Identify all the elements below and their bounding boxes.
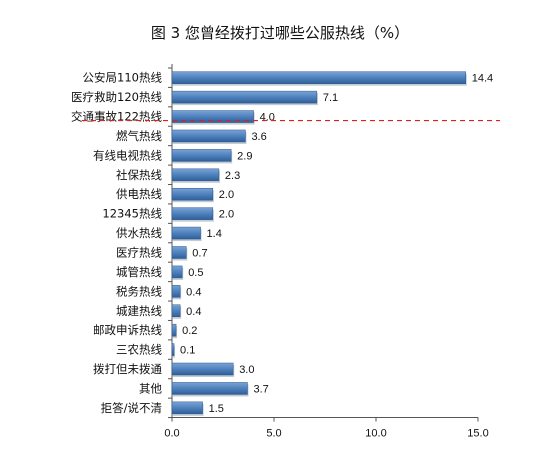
category-label: 12345热线 (102, 207, 162, 221)
category-label: 燃气热线 (116, 129, 162, 143)
category-label: 城管热线 (116, 265, 162, 279)
category-label: 拨打但未拨通 (93, 362, 162, 376)
bar (171, 149, 232, 162)
chart-title: 图 3 您曾经拨打过哪些公服热线（%） (151, 24, 409, 42)
category-label: 公安局110热线 (83, 71, 163, 85)
category-label: 医疗热线 (116, 245, 162, 259)
bar (171, 90, 318, 104)
category-label: 社保热线 (116, 168, 162, 182)
bar (171, 110, 254, 123)
bar (171, 187, 214, 201)
data-label: 0.1 (180, 345, 195, 357)
x-tick-label: 10.0 (365, 428, 386, 440)
data-label: 2.0 (219, 189, 234, 201)
category-label: 拒答/说不清 (101, 401, 162, 415)
bar (171, 129, 246, 143)
bar (171, 343, 175, 356)
x-tick-label: 0.0 (164, 428, 179, 440)
bar (171, 168, 220, 182)
plot-area: 公安局110热线 14.4 医疗救助120热线 7.1 交通事故122热线 4.0 燃气热线… (71, 64, 500, 440)
bar (171, 71, 467, 84)
category-label: 城建热线 (116, 304, 162, 318)
data-label: 2.3 (225, 170, 240, 182)
category-label: 交通事故122热线 (71, 110, 162, 124)
data-label: 2.0 (219, 209, 234, 221)
data-label: 0.7 (192, 247, 207, 259)
bar (171, 362, 234, 376)
data-label: 2.9 (237, 150, 252, 162)
bar (171, 246, 187, 259)
bar (171, 304, 181, 317)
data-label: 7.1 (323, 92, 338, 104)
category-label: 其他 (139, 381, 162, 395)
bar (171, 226, 201, 240)
data-label: 1.5 (209, 403, 224, 415)
data-label: 3.0 (239, 364, 254, 376)
data-label: 4.0 (260, 112, 275, 124)
data-label: 3.6 (251, 131, 266, 143)
category-label: 供水热线 (116, 226, 162, 240)
category-label: 邮政申诉热线 (93, 323, 162, 337)
category-label: 三农热线 (116, 343, 162, 357)
data-label: 0.2 (182, 325, 197, 337)
data-label: 0.4 (186, 306, 201, 318)
data-label: 1.4 (207, 228, 222, 240)
bar (171, 401, 203, 415)
bar (171, 265, 183, 279)
x-tick-label: 5.0 (266, 428, 281, 440)
bar (171, 323, 177, 337)
bar (171, 285, 181, 298)
category-label: 供电热线 (116, 187, 162, 201)
data-label: 14.4 (472, 73, 493, 85)
category-label: 医疗救助120热线 (71, 90, 162, 104)
category-label: 有线电视热线 (93, 148, 162, 162)
bar (171, 382, 248, 395)
data-label: 0.4 (186, 286, 201, 298)
data-label: 0.5 (188, 267, 203, 279)
x-tick-label: 15.0 (467, 428, 488, 440)
category-label: 税务热线 (116, 284, 162, 298)
bar (171, 207, 214, 220)
data-label: 3.7 (253, 383, 268, 395)
